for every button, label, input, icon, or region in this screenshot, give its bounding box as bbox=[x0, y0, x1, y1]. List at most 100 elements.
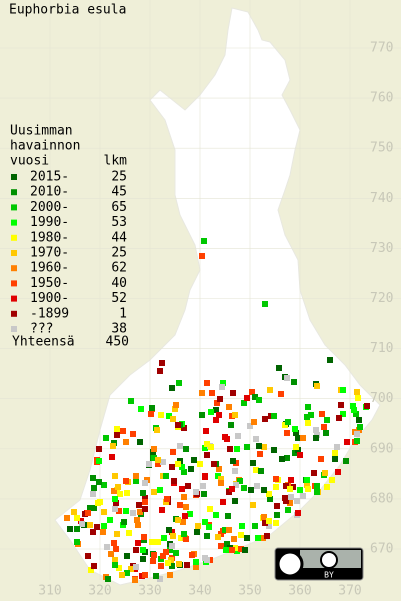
observation bbox=[229, 547, 235, 553]
observation bbox=[350, 403, 356, 409]
observation bbox=[160, 459, 166, 465]
observation bbox=[101, 509, 107, 515]
observation bbox=[314, 489, 320, 495]
observation bbox=[141, 534, 147, 540]
observation bbox=[235, 433, 241, 439]
observation bbox=[142, 506, 148, 512]
observation bbox=[100, 529, 106, 535]
x-label: 320 bbox=[88, 584, 111, 599]
observation bbox=[323, 430, 329, 436]
observation bbox=[130, 510, 136, 516]
observation bbox=[120, 428, 126, 434]
observation bbox=[130, 431, 136, 437]
observation bbox=[202, 445, 208, 451]
observation bbox=[304, 482, 310, 488]
observation bbox=[103, 435, 109, 441]
observation bbox=[283, 483, 289, 489]
observation bbox=[261, 514, 267, 520]
observation bbox=[167, 547, 173, 553]
observation bbox=[142, 572, 148, 578]
observation bbox=[176, 561, 182, 567]
observation bbox=[324, 417, 330, 423]
observation bbox=[116, 508, 122, 514]
legend-swatch bbox=[11, 295, 17, 302]
legend-count: 52 bbox=[111, 291, 127, 306]
observation bbox=[244, 395, 250, 401]
observation bbox=[181, 531, 187, 537]
observation bbox=[87, 522, 93, 528]
observation bbox=[201, 491, 207, 497]
observation bbox=[238, 546, 244, 552]
observation bbox=[108, 551, 114, 557]
observation bbox=[166, 413, 172, 419]
observation bbox=[254, 483, 260, 489]
observation bbox=[193, 564, 199, 570]
observation bbox=[311, 470, 317, 476]
observation bbox=[154, 427, 160, 433]
observation bbox=[207, 506, 213, 512]
observation bbox=[262, 416, 268, 422]
x-label: 330 bbox=[138, 584, 161, 599]
observation bbox=[249, 389, 255, 395]
observation bbox=[332, 456, 338, 462]
observation bbox=[104, 544, 110, 550]
observation bbox=[112, 557, 118, 563]
observation bbox=[248, 487, 254, 493]
observation bbox=[297, 452, 303, 458]
observation bbox=[353, 411, 359, 417]
observation bbox=[318, 456, 324, 462]
observation bbox=[327, 357, 333, 363]
observation bbox=[251, 419, 257, 425]
observation bbox=[193, 489, 199, 495]
observation bbox=[115, 484, 121, 490]
observation bbox=[216, 466, 222, 472]
observation bbox=[229, 486, 235, 492]
observation bbox=[204, 452, 210, 458]
observation bbox=[97, 499, 103, 505]
legend-count: 65 bbox=[111, 200, 127, 215]
legend-swatch bbox=[11, 234, 17, 241]
observation bbox=[334, 444, 340, 450]
x-label: 340 bbox=[188, 584, 211, 599]
observation bbox=[96, 446, 102, 452]
legend-count: 25 bbox=[111, 246, 127, 261]
observation bbox=[111, 488, 117, 494]
observation bbox=[199, 253, 205, 259]
observation bbox=[140, 556, 146, 562]
observation bbox=[201, 238, 207, 244]
observation bbox=[124, 553, 130, 559]
observation bbox=[149, 405, 155, 411]
x-label: 370 bbox=[338, 584, 361, 599]
observation bbox=[151, 455, 157, 461]
observation bbox=[188, 466, 194, 472]
observation bbox=[185, 483, 191, 489]
observation bbox=[142, 480, 148, 486]
legend-count: 40 bbox=[111, 276, 127, 291]
observation bbox=[293, 430, 299, 436]
observation bbox=[279, 456, 285, 462]
observation bbox=[167, 572, 173, 578]
observation bbox=[214, 400, 220, 406]
observation bbox=[87, 505, 93, 511]
observation bbox=[273, 520, 279, 526]
observation bbox=[266, 491, 272, 497]
legend-swatch bbox=[11, 250, 17, 256]
legend-swatch bbox=[11, 174, 17, 180]
observation bbox=[262, 301, 268, 307]
observation bbox=[266, 518, 272, 524]
observation bbox=[261, 444, 267, 450]
observation bbox=[335, 469, 341, 475]
observation bbox=[157, 487, 163, 493]
observation bbox=[336, 415, 342, 421]
observation bbox=[193, 559, 199, 565]
observation bbox=[285, 507, 291, 513]
legend-heading: vuosi bbox=[10, 154, 49, 169]
legend-label: 1900- bbox=[30, 291, 69, 306]
y-label: 740 bbox=[370, 191, 393, 206]
observation bbox=[220, 380, 226, 386]
observation bbox=[150, 558, 156, 564]
observation bbox=[276, 365, 282, 371]
observation bbox=[204, 533, 210, 539]
observation bbox=[181, 425, 187, 431]
observation bbox=[64, 515, 70, 521]
